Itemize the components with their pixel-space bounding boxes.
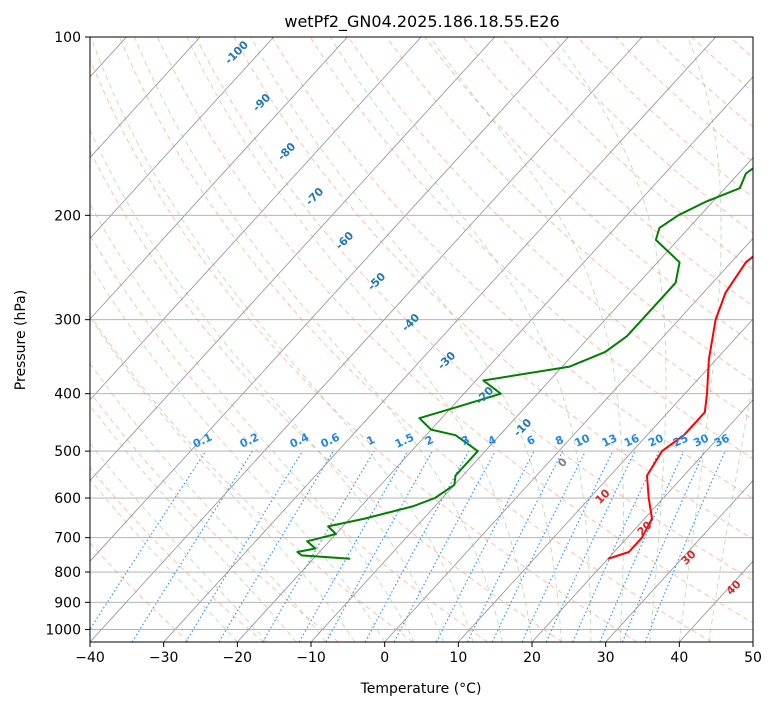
x-tick-label: 10 (449, 650, 467, 666)
series-layer (296, 167, 753, 560)
isotherm-line (90, 37, 569, 562)
x-tick-label: 20 (523, 650, 541, 666)
isotherm-line (90, 37, 348, 320)
y-tick-label: 300 (54, 313, 81, 329)
mixing-ratio-label: 20 (646, 431, 666, 449)
y-tick-label: 700 (54, 531, 81, 547)
x-axis-label: Temperature (°C) (360, 681, 482, 697)
mixing-ratio-label: 10 (573, 431, 593, 449)
dry-adiabat-line (90, 149, 563, 642)
y-tick-label: 900 (54, 595, 81, 611)
moist-adiabat-line (134, 37, 503, 642)
dry-adiabat-line (90, 467, 264, 642)
dry-adiabat-line (195, 37, 753, 582)
moist-adiabat-line (90, 37, 474, 642)
y-axis-label: Pressure (hPa) (13, 290, 29, 390)
mixing-ratio-line (185, 450, 304, 642)
x-tick-label: 0 (380, 650, 389, 666)
y-tick-label: 800 (54, 565, 81, 581)
y-tick-label: 100 (54, 30, 81, 46)
mixing-ratio-label: 30 (691, 431, 711, 449)
moist-adiabat-line (90, 128, 445, 642)
moist-adiabat-line (329, 37, 592, 642)
isotherm-line (90, 37, 422, 401)
moist-adiabat-line (678, 37, 722, 642)
y-tick-label: 600 (54, 491, 81, 507)
isotherm-line (90, 37, 496, 482)
moist-adiabat-line (90, 316, 356, 642)
mixing-ratio-line (364, 450, 470, 642)
isotherm-line (384, 237, 753, 642)
isotherm-line (605, 479, 753, 642)
dry-adiabat-line (157, 37, 753, 624)
isotherm-line (90, 37, 201, 159)
moist-adiabat-line (90, 264, 386, 642)
dry-adiabat-line (347, 37, 753, 421)
dry-adiabat-line (90, 234, 488, 642)
y-tick-label: 500 (54, 444, 81, 460)
x-tick-label: −40 (75, 650, 105, 666)
plot-frame (89, 36, 754, 643)
x-tick-label: −10 (296, 650, 326, 666)
moist-adiabat-line (90, 442, 268, 642)
mixing-ratio-line (572, 450, 660, 642)
isotherm-line (163, 37, 717, 642)
mixing-ratio-label: 36 (712, 431, 732, 449)
moist-adiabat-line (90, 404, 297, 642)
dry-adiabat-line (462, 37, 753, 307)
mixing-ratio-line (131, 450, 254, 642)
isotherm-line (90, 37, 643, 642)
mixing-ratio-line (621, 450, 705, 642)
isotherm-line (90, 37, 275, 239)
moist-adiabat-line (90, 362, 327, 642)
y-tick-label: 200 (54, 208, 81, 224)
isotherm-line (531, 399, 753, 642)
mixing-ratio-line (325, 450, 433, 642)
moist-adiabat-line (429, 37, 624, 642)
chart-title: wetPf2_GN04.2025.186.18.55.E26 (284, 12, 559, 32)
dry-adiabat-line (271, 37, 753, 500)
x-tick-label: −20 (223, 650, 253, 666)
isotherm-line (237, 76, 753, 642)
y-tick-label: 1000 (45, 622, 81, 638)
mixing-ratio-label: 16 (622, 431, 642, 449)
mixing-ratio-line (467, 450, 564, 642)
isotherm-line (310, 157, 753, 642)
mixing-ratio-label: 25 (671, 432, 690, 450)
x-tick-label: 50 (744, 650, 762, 666)
moist-adiabat-line (553, 37, 667, 642)
temperature-profile-line (607, 255, 753, 560)
dry-adiabat-line (386, 37, 753, 382)
x-tick-label: 30 (597, 650, 615, 666)
x-tick-label: −30 (149, 650, 179, 666)
moist-adiabat-line (250, 37, 562, 642)
moist-adiabat-line (90, 478, 238, 642)
mixing-ratio-line (393, 450, 496, 642)
mixing-ratio-line (599, 450, 685, 642)
axis-layer: −40 −30 −20 −10 0 10 20 30 40 50 1000 900 800 700 600 5… (45, 30, 762, 666)
moist-adiabat-line (708, 378, 753, 642)
mixing-ratio-line (90, 450, 207, 631)
grid-layer (90, 37, 753, 642)
x-tick-label: 40 (670, 650, 688, 666)
mixing-ratio-label: 13 (600, 432, 619, 450)
dewpoint-profile-line (296, 167, 753, 560)
y-tick-label: 400 (54, 387, 81, 403)
isotherm-line (458, 318, 753, 642)
